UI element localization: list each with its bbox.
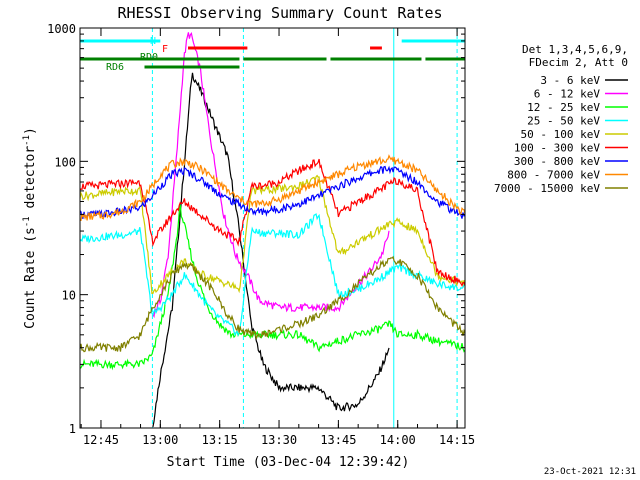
legend-entry-label: 800 - 7000 keV — [507, 169, 600, 182]
legend-entry-label: 7000 - 15000 keV — [494, 182, 600, 195]
legend-header: Det 1,3,4,5,6,9, — [522, 43, 628, 56]
legend-entry-label: 12 - 25 keV — [527, 101, 600, 114]
series-line-4 — [79, 213, 466, 337]
y-tick-label: 10 — [62, 289, 76, 303]
series-line-9 — [79, 255, 466, 353]
flag-bars: NF RD0 RD6 — [80, 36, 465, 73]
x-tick-label: 13:30 — [261, 433, 297, 447]
flag-label-rd6: RD6 — [106, 62, 124, 73]
series-line-8 — [80, 154, 466, 221]
x-tick-label: 13:45 — [320, 433, 356, 447]
timestamp: 23-Oct-2021 12:31 — [544, 467, 636, 477]
x-tick-label: 14:15 — [439, 433, 475, 447]
x-axis-label: Start Time (03-Dec-04 12:39:42) — [167, 455, 410, 470]
legend-entry-label: 3 - 6 keV — [540, 74, 600, 87]
legend-entry-label: 6 - 12 keV — [534, 88, 601, 101]
series-line-6 — [79, 158, 466, 287]
y-axis-label-superscript: -1 — [22, 135, 32, 146]
axes: 12:45 13:00 13:15 13:30 13:45 14:00 14:15 1 10 10… — [47, 22, 475, 447]
legend-entry-label: 25 - 50 keV — [527, 115, 600, 128]
y-axis-label: Count Rate (s-1 detector-1) — [22, 127, 38, 329]
y-axis-label-part: detector — [23, 146, 38, 217]
legend-header: FDecim 2, Att 0 — [529, 56, 628, 69]
series-line-7 — [79, 165, 466, 220]
legend-entry-label: 100 - 300 keV — [514, 142, 600, 155]
plot-area — [79, 28, 466, 428]
legend: Det 1,3,4,5,6,9,FDecim 2, Att 0 3 - 6 keV… — [494, 43, 628, 195]
x-tick-label: 12:45 — [83, 433, 119, 447]
series-line-3 — [79, 204, 466, 371]
plot-frame — [79, 27, 466, 429]
x-tick-label: 13:15 — [202, 433, 238, 447]
flag-label-f: F — [162, 44, 168, 55]
y-tick-label: 1 — [69, 422, 76, 436]
y-axis-label-part: Count Rate (s — [23, 227, 38, 329]
y-axis-label-superscript: -1 — [22, 216, 32, 227]
y-axis-label-part: ) — [23, 127, 38, 135]
legend-entry-label: 50 - 100 keV — [521, 128, 601, 141]
series-line-1 — [152, 72, 390, 428]
flag-label-n: N — [150, 36, 156, 47]
y-tick-label: 1000 — [47, 22, 76, 36]
series-line-5 — [79, 174, 466, 294]
flag-label-rd0: RD0 — [140, 52, 158, 63]
x-tick-label: 13:00 — [142, 433, 178, 447]
legend-entry-label: 300 - 800 keV — [514, 155, 600, 168]
y-tick-label: 100 — [54, 155, 76, 169]
x-tick-label: 14:00 — [380, 433, 416, 447]
chart-title: RHESSI Observing Summary Count Rates — [117, 4, 442, 22]
